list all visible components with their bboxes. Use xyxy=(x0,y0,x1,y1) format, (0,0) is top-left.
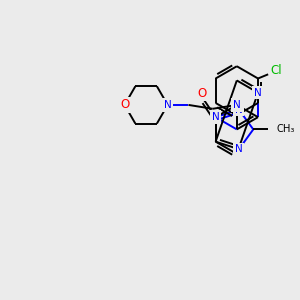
Text: N: N xyxy=(212,112,220,122)
Text: O: O xyxy=(120,98,129,111)
Text: O: O xyxy=(197,87,206,100)
Text: N: N xyxy=(235,144,243,154)
Text: N: N xyxy=(235,105,243,115)
Text: CH₃: CH₃ xyxy=(277,124,295,134)
Text: N: N xyxy=(164,100,172,110)
Text: N: N xyxy=(233,100,241,110)
Text: Cl: Cl xyxy=(271,64,282,77)
Text: N: N xyxy=(254,88,262,98)
